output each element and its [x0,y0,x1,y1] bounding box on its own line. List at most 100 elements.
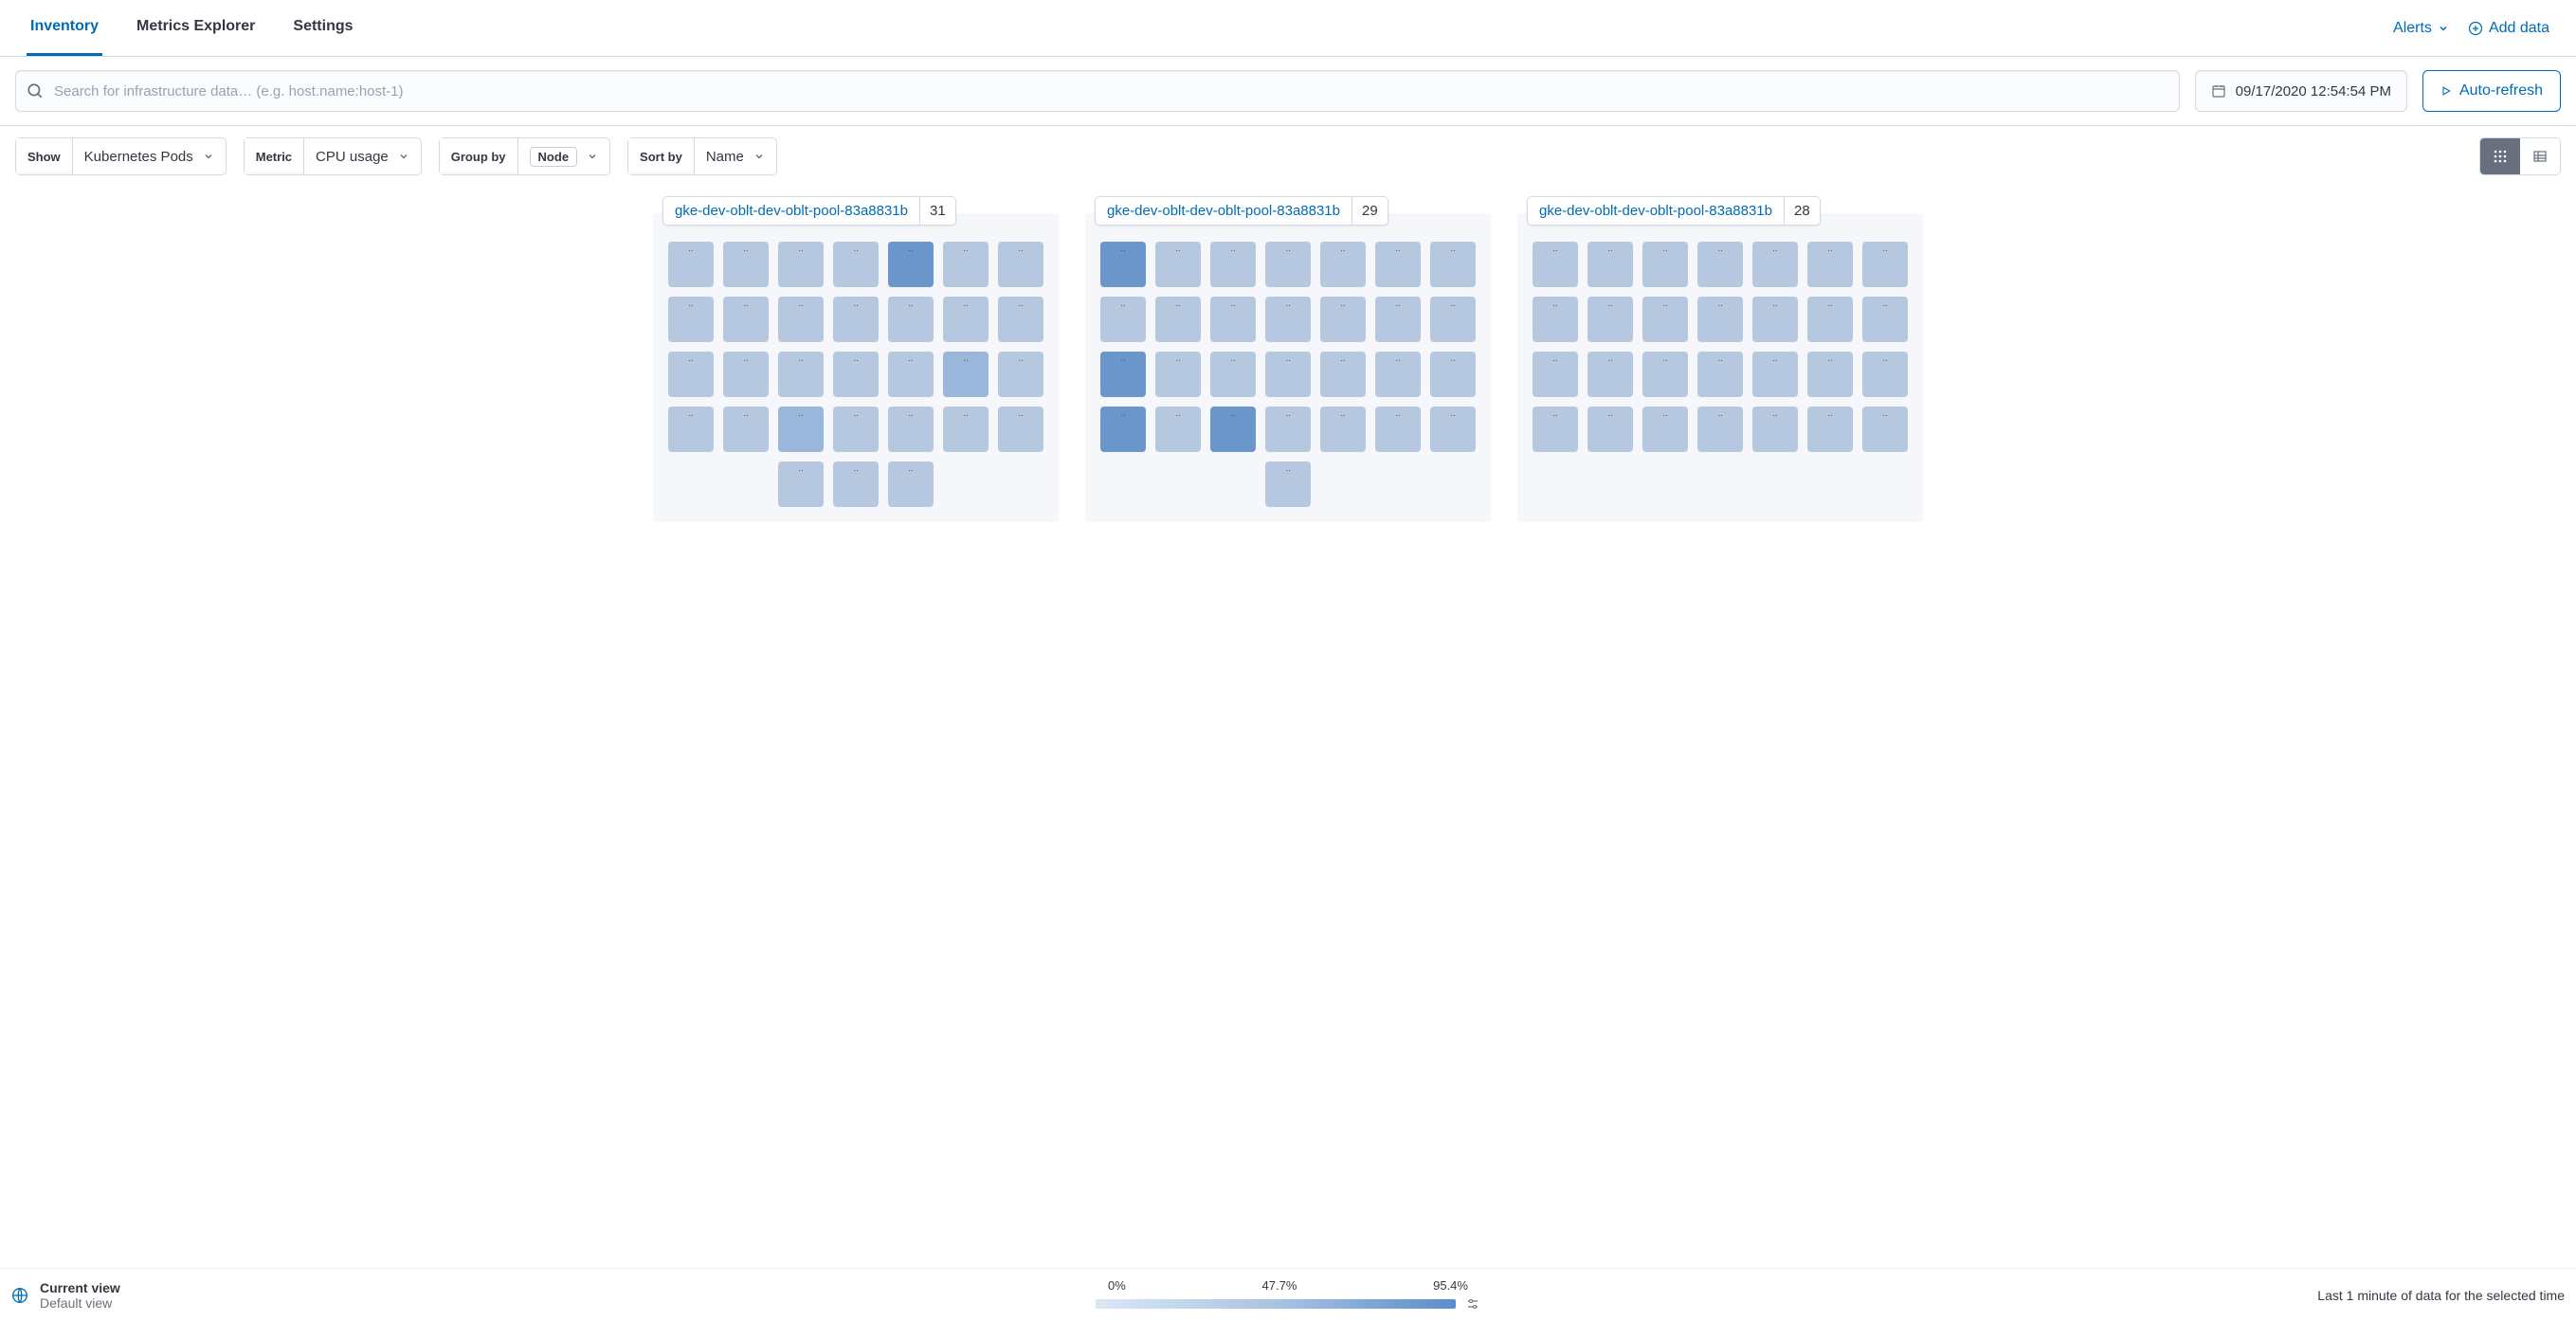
pod-tile[interactable]: .. [1100,242,1146,287]
pod-tile[interactable]: .. [778,242,824,287]
pod-tile[interactable]: .. [1587,297,1633,342]
pod-tile[interactable]: .. [1320,352,1366,397]
pod-tile[interactable]: .. [778,297,824,342]
pod-tile[interactable]: .. [1265,352,1311,397]
search-input[interactable] [15,70,2180,112]
pod-tile[interactable]: .. [1697,242,1743,287]
pod-tile[interactable]: .. [943,407,989,452]
pod-tile[interactable]: .. [1155,407,1201,452]
pod-tile[interactable]: .. [888,297,934,342]
pod-tile[interactable]: .. [1210,297,1256,342]
tab-inventory[interactable]: Inventory [27,0,102,56]
pod-tile[interactable]: .. [1100,297,1146,342]
pod-tile[interactable]: .. [1862,297,1908,342]
add-data-link[interactable]: Add data [2468,20,2549,37]
pod-tile[interactable]: .. [1807,297,1853,342]
pod-tile[interactable]: .. [833,461,879,507]
pod-tile[interactable]: .. [1375,407,1421,452]
node-header[interactable]: gke-dev-oblt-dev-oblt-pool-83a8831b29 [1095,196,1388,226]
pod-tile[interactable]: .. [778,352,824,397]
grid-view-button[interactable] [2480,138,2520,174]
pod-tile[interactable]: .. [1752,242,1798,287]
pod-tile[interactable]: .. [668,297,714,342]
pod-tile[interactable]: .. [1807,242,1853,287]
pod-tile[interactable]: .. [1697,297,1743,342]
pod-tile[interactable]: .. [888,352,934,397]
pod-tile[interactable]: .. [1642,407,1688,452]
pod-tile[interactable]: .. [1430,242,1476,287]
pod-tile[interactable]: .. [1265,297,1311,342]
table-view-button[interactable] [2520,138,2560,174]
pod-tile[interactable]: .. [1533,242,1578,287]
node-header[interactable]: gke-dev-oblt-dev-oblt-pool-83a8831b31 [662,196,956,226]
pod-tile[interactable]: .. [668,407,714,452]
show-select[interactable]: Kubernetes Pods [73,138,226,174]
auto-refresh-button[interactable]: Auto-refresh [2422,70,2561,112]
pod-tile[interactable]: .. [833,297,879,342]
pod-tile[interactable]: .. [1320,407,1366,452]
pod-tile[interactable]: .. [1587,352,1633,397]
pod-tile[interactable]: .. [668,242,714,287]
metric-select[interactable]: CPU usage [304,138,421,174]
pod-tile[interactable]: .. [833,352,879,397]
pod-tile[interactable]: .. [1210,352,1256,397]
pod-tile[interactable]: .. [1155,242,1201,287]
pod-tile[interactable]: .. [1375,242,1421,287]
pod-tile[interactable]: .. [1752,297,1798,342]
pod-tile[interactable]: .. [1642,242,1688,287]
sortby-select[interactable]: Name [695,138,776,174]
pod-tile[interactable]: .. [723,407,769,452]
pod-tile[interactable]: .. [723,352,769,397]
pod-tile[interactable]: .. [1320,242,1366,287]
pod-tile[interactable]: .. [998,242,1043,287]
pod-tile[interactable]: .. [1375,297,1421,342]
pod-tile[interactable]: .. [998,407,1043,452]
pod-tile[interactable]: .. [1807,352,1853,397]
pod-tile[interactable]: .. [723,297,769,342]
pod-tile[interactable]: .. [1752,407,1798,452]
pod-tile[interactable]: .. [1862,242,1908,287]
pod-tile[interactable]: .. [1375,352,1421,397]
pod-tile[interactable]: .. [1155,352,1201,397]
date-picker[interactable]: 09/17/2020 12:54:54 PM [2195,70,2407,112]
pod-tile[interactable]: .. [1100,407,1146,452]
tab-settings[interactable]: Settings [289,0,356,56]
pod-tile[interactable]: .. [723,242,769,287]
pod-tile[interactable]: .. [888,407,934,452]
pod-tile[interactable]: .. [778,407,824,452]
pod-tile[interactable]: .. [668,352,714,397]
pod-tile[interactable]: .. [1430,352,1476,397]
pod-tile[interactable]: .. [1210,242,1256,287]
pod-tile[interactable]: .. [1210,407,1256,452]
pod-tile[interactable]: .. [1697,352,1743,397]
pod-tile[interactable]: .. [1533,407,1578,452]
pod-tile[interactable]: .. [943,297,989,342]
alerts-link[interactable]: Alerts [2393,20,2449,37]
pod-tile[interactable]: .. [1862,407,1908,452]
pod-tile[interactable]: .. [1320,297,1366,342]
pod-tile[interactable]: .. [888,242,934,287]
pod-tile[interactable]: .. [1155,297,1201,342]
pod-tile[interactable]: .. [888,461,934,507]
pod-tile[interactable]: .. [998,297,1043,342]
pod-tile[interactable]: .. [1587,242,1633,287]
pod-tile[interactable]: .. [1697,407,1743,452]
pod-tile[interactable]: .. [1533,352,1578,397]
pod-tile[interactable]: .. [833,242,879,287]
pod-tile[interactable]: .. [1642,297,1688,342]
pod-tile[interactable]: .. [1265,242,1311,287]
pod-tile[interactable]: .. [1807,407,1853,452]
pod-tile[interactable]: .. [1100,352,1146,397]
legend-settings-button[interactable] [1465,1296,1480,1312]
pod-tile[interactable]: .. [943,242,989,287]
pod-tile[interactable]: .. [1265,407,1311,452]
pod-tile[interactable]: .. [1265,461,1311,507]
pod-tile[interactable]: .. [1533,297,1578,342]
groupby-select[interactable]: Node [518,138,610,174]
pod-tile[interactable]: .. [778,461,824,507]
pod-tile[interactable]: .. [998,352,1043,397]
pod-tile[interactable]: .. [943,352,989,397]
pod-tile[interactable]: .. [1587,407,1633,452]
pod-tile[interactable]: .. [1642,352,1688,397]
tab-metrics-explorer[interactable]: Metrics Explorer [133,0,259,56]
